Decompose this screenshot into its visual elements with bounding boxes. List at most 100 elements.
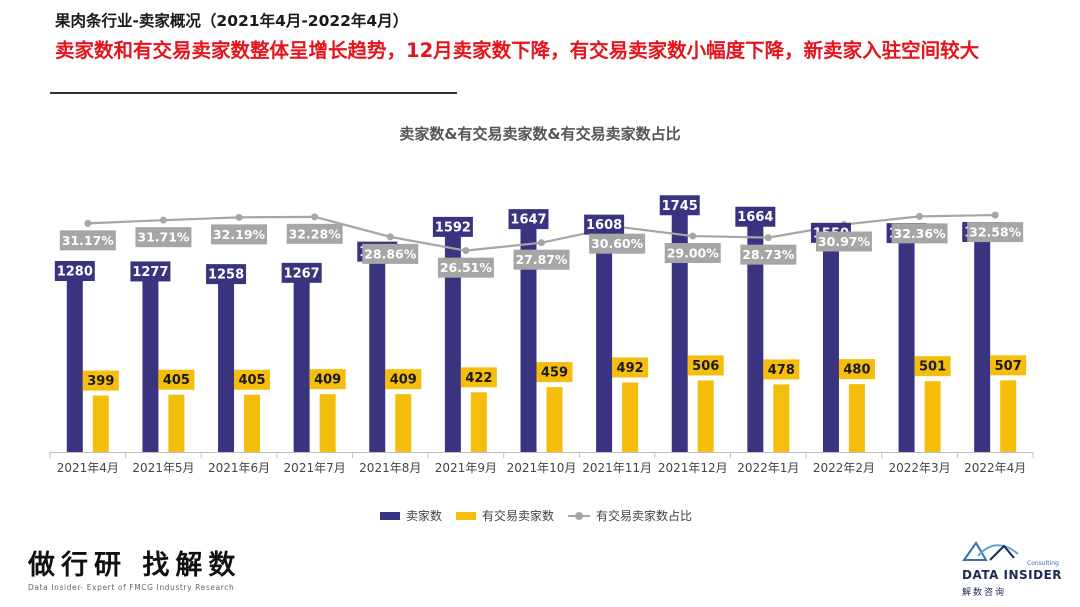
data-label-ratio: 32.58%	[969, 225, 1022, 240]
bar-trading-sellers	[92, 395, 109, 452]
bar-trading-sellers	[546, 387, 563, 452]
x-tick-label: 2022年1月	[737, 461, 799, 475]
data-label-trading-sellers: 478	[768, 363, 795, 378]
bar-sellers	[293, 272, 310, 452]
data-label-sellers: 1647	[510, 213, 546, 228]
x-tick-label: 2021年4月	[57, 461, 119, 475]
data-label-sellers: 1745	[662, 199, 698, 214]
data-label-box-trading-sellers	[309, 369, 346, 390]
data-label-box-sellers	[206, 264, 247, 285]
ratio-point	[235, 213, 243, 221]
data-insider-logo-icon	[962, 541, 1019, 561]
data-label-box-trading-sellers	[234, 369, 271, 390]
data-label-trading-sellers: 492	[617, 361, 644, 376]
data-label-box-trading-sellers	[460, 367, 497, 388]
ratio-point	[538, 239, 545, 247]
data-label-trading-sellers: 422	[465, 371, 492, 386]
data-label-box-ratio	[437, 257, 494, 278]
data-label-sellers: 1592	[435, 220, 471, 235]
data-label-box-sellers	[584, 214, 625, 235]
brand-tagline: Data Insider- Expert of FMCG Industry Re…	[28, 583, 235, 592]
bar-sellers	[520, 219, 537, 452]
data-label-ratio: 31.17%	[62, 233, 115, 248]
data-label-box-trading-sellers	[385, 369, 422, 390]
data-label-box-sellers	[432, 216, 473, 237]
chart-legend: 卖家数 有交易卖家数 有交易卖家数占比	[380, 507, 706, 524]
bar-sellers	[898, 233, 915, 452]
x-tick-label: 2022年4月	[964, 461, 1026, 475]
data-label-trading-sellers: 507	[995, 359, 1022, 374]
data-label-box-ratio	[211, 224, 268, 245]
data-label-box-trading-sellers	[158, 369, 195, 390]
chart-title: 卖家数&有交易卖家数&有交易卖家数占比	[399, 125, 681, 143]
data-label-box-sellers	[659, 195, 700, 216]
page-title: 果肉条行业-卖家概况（2021年4月-2022年4月）	[55, 12, 409, 30]
x-tick-label: 2022年3月	[888, 461, 950, 475]
bar-trading-sellers	[924, 381, 941, 452]
data-label-box-ratio	[664, 243, 721, 264]
data-label-sellers: 1664	[737, 210, 773, 225]
data-label-box-ratio	[967, 222, 1024, 243]
bar-trading-sellers	[622, 382, 639, 452]
ratio-point	[764, 234, 772, 242]
bar-trading-sellers	[395, 394, 412, 452]
data-label-box-ratio	[362, 243, 419, 264]
data-label-trading-sellers: 409	[390, 373, 417, 388]
data-label-box-trading-sellers	[914, 356, 951, 377]
legend-item-trading-sellers: 有交易卖家数	[456, 507, 554, 524]
data-label-box-sellers	[735, 206, 776, 227]
bar-trading-sellers	[697, 380, 714, 452]
data-label-box-trading-sellers	[990, 355, 1027, 376]
legend-label-trading-sellers: 有交易卖家数	[482, 509, 555, 523]
data-label-box-sellers	[130, 261, 171, 282]
data-label-sellers: 1258	[208, 268, 244, 283]
bar-trading-sellers	[244, 394, 261, 452]
data-label-trading-sellers: 501	[919, 360, 946, 375]
bar-trading-sellers	[1000, 380, 1017, 452]
ratio-point	[311, 213, 319, 221]
data-label-trading-sellers: 399	[87, 374, 114, 389]
bar-trading-sellers	[319, 394, 336, 452]
ratio-point	[159, 216, 167, 224]
logo-cn-text: 解数咨询	[962, 588, 1007, 598]
data-label-ratio: 32.36%	[894, 226, 947, 241]
x-tick-label: 2021年10月	[507, 461, 577, 475]
data-label-box-trading-sellers	[82, 370, 119, 391]
bar-sellers	[822, 232, 839, 452]
bar-sellers	[596, 224, 613, 452]
bar-sellers	[369, 251, 386, 452]
data-label-sellers: 1280	[57, 265, 93, 280]
bar-sellers	[974, 231, 991, 452]
data-label-box-ratio	[286, 223, 343, 244]
title-divider	[50, 92, 457, 94]
data-label-box-sellers	[508, 209, 549, 230]
data-label-sellers: 1267	[284, 266, 320, 281]
ratio-point	[689, 232, 697, 240]
brand-slogan: 做行研 找解数	[28, 550, 242, 581]
data-label-ratio: 27.87%	[515, 252, 568, 267]
data-label-box-ratio	[589, 233, 646, 254]
data-label-trading-sellers: 506	[692, 359, 719, 374]
x-tick-label: 2021年9月	[435, 461, 497, 475]
x-tick-label: 2021年7月	[284, 461, 346, 475]
data-label-box-ratio	[740, 244, 797, 265]
data-label-trading-sellers: 409	[314, 373, 341, 388]
bar-trading-sellers	[470, 392, 487, 452]
data-label-ratio: 31.71%	[137, 230, 190, 245]
legend-swatch-trading-sellers	[456, 511, 477, 520]
data-label-box-trading-sellers	[536, 362, 573, 383]
data-label-box-sellers	[54, 261, 95, 282]
bar-trading-sellers	[168, 394, 185, 452]
x-tick-label: 2021年6月	[208, 461, 270, 475]
bar-sellers	[444, 226, 461, 452]
data-label-sellers: 1277	[132, 265, 168, 280]
bar-sellers	[747, 216, 764, 452]
x-tick-label: 2021年5月	[132, 461, 194, 475]
data-label-sellers: 1608	[586, 218, 622, 233]
data-label-ratio: 32.28%	[289, 226, 342, 241]
data-label-trading-sellers: 405	[238, 373, 265, 388]
data-label-ratio: 30.97%	[818, 234, 871, 249]
data-label-box-ratio	[815, 231, 872, 252]
data-label-box-trading-sellers	[687, 355, 724, 376]
